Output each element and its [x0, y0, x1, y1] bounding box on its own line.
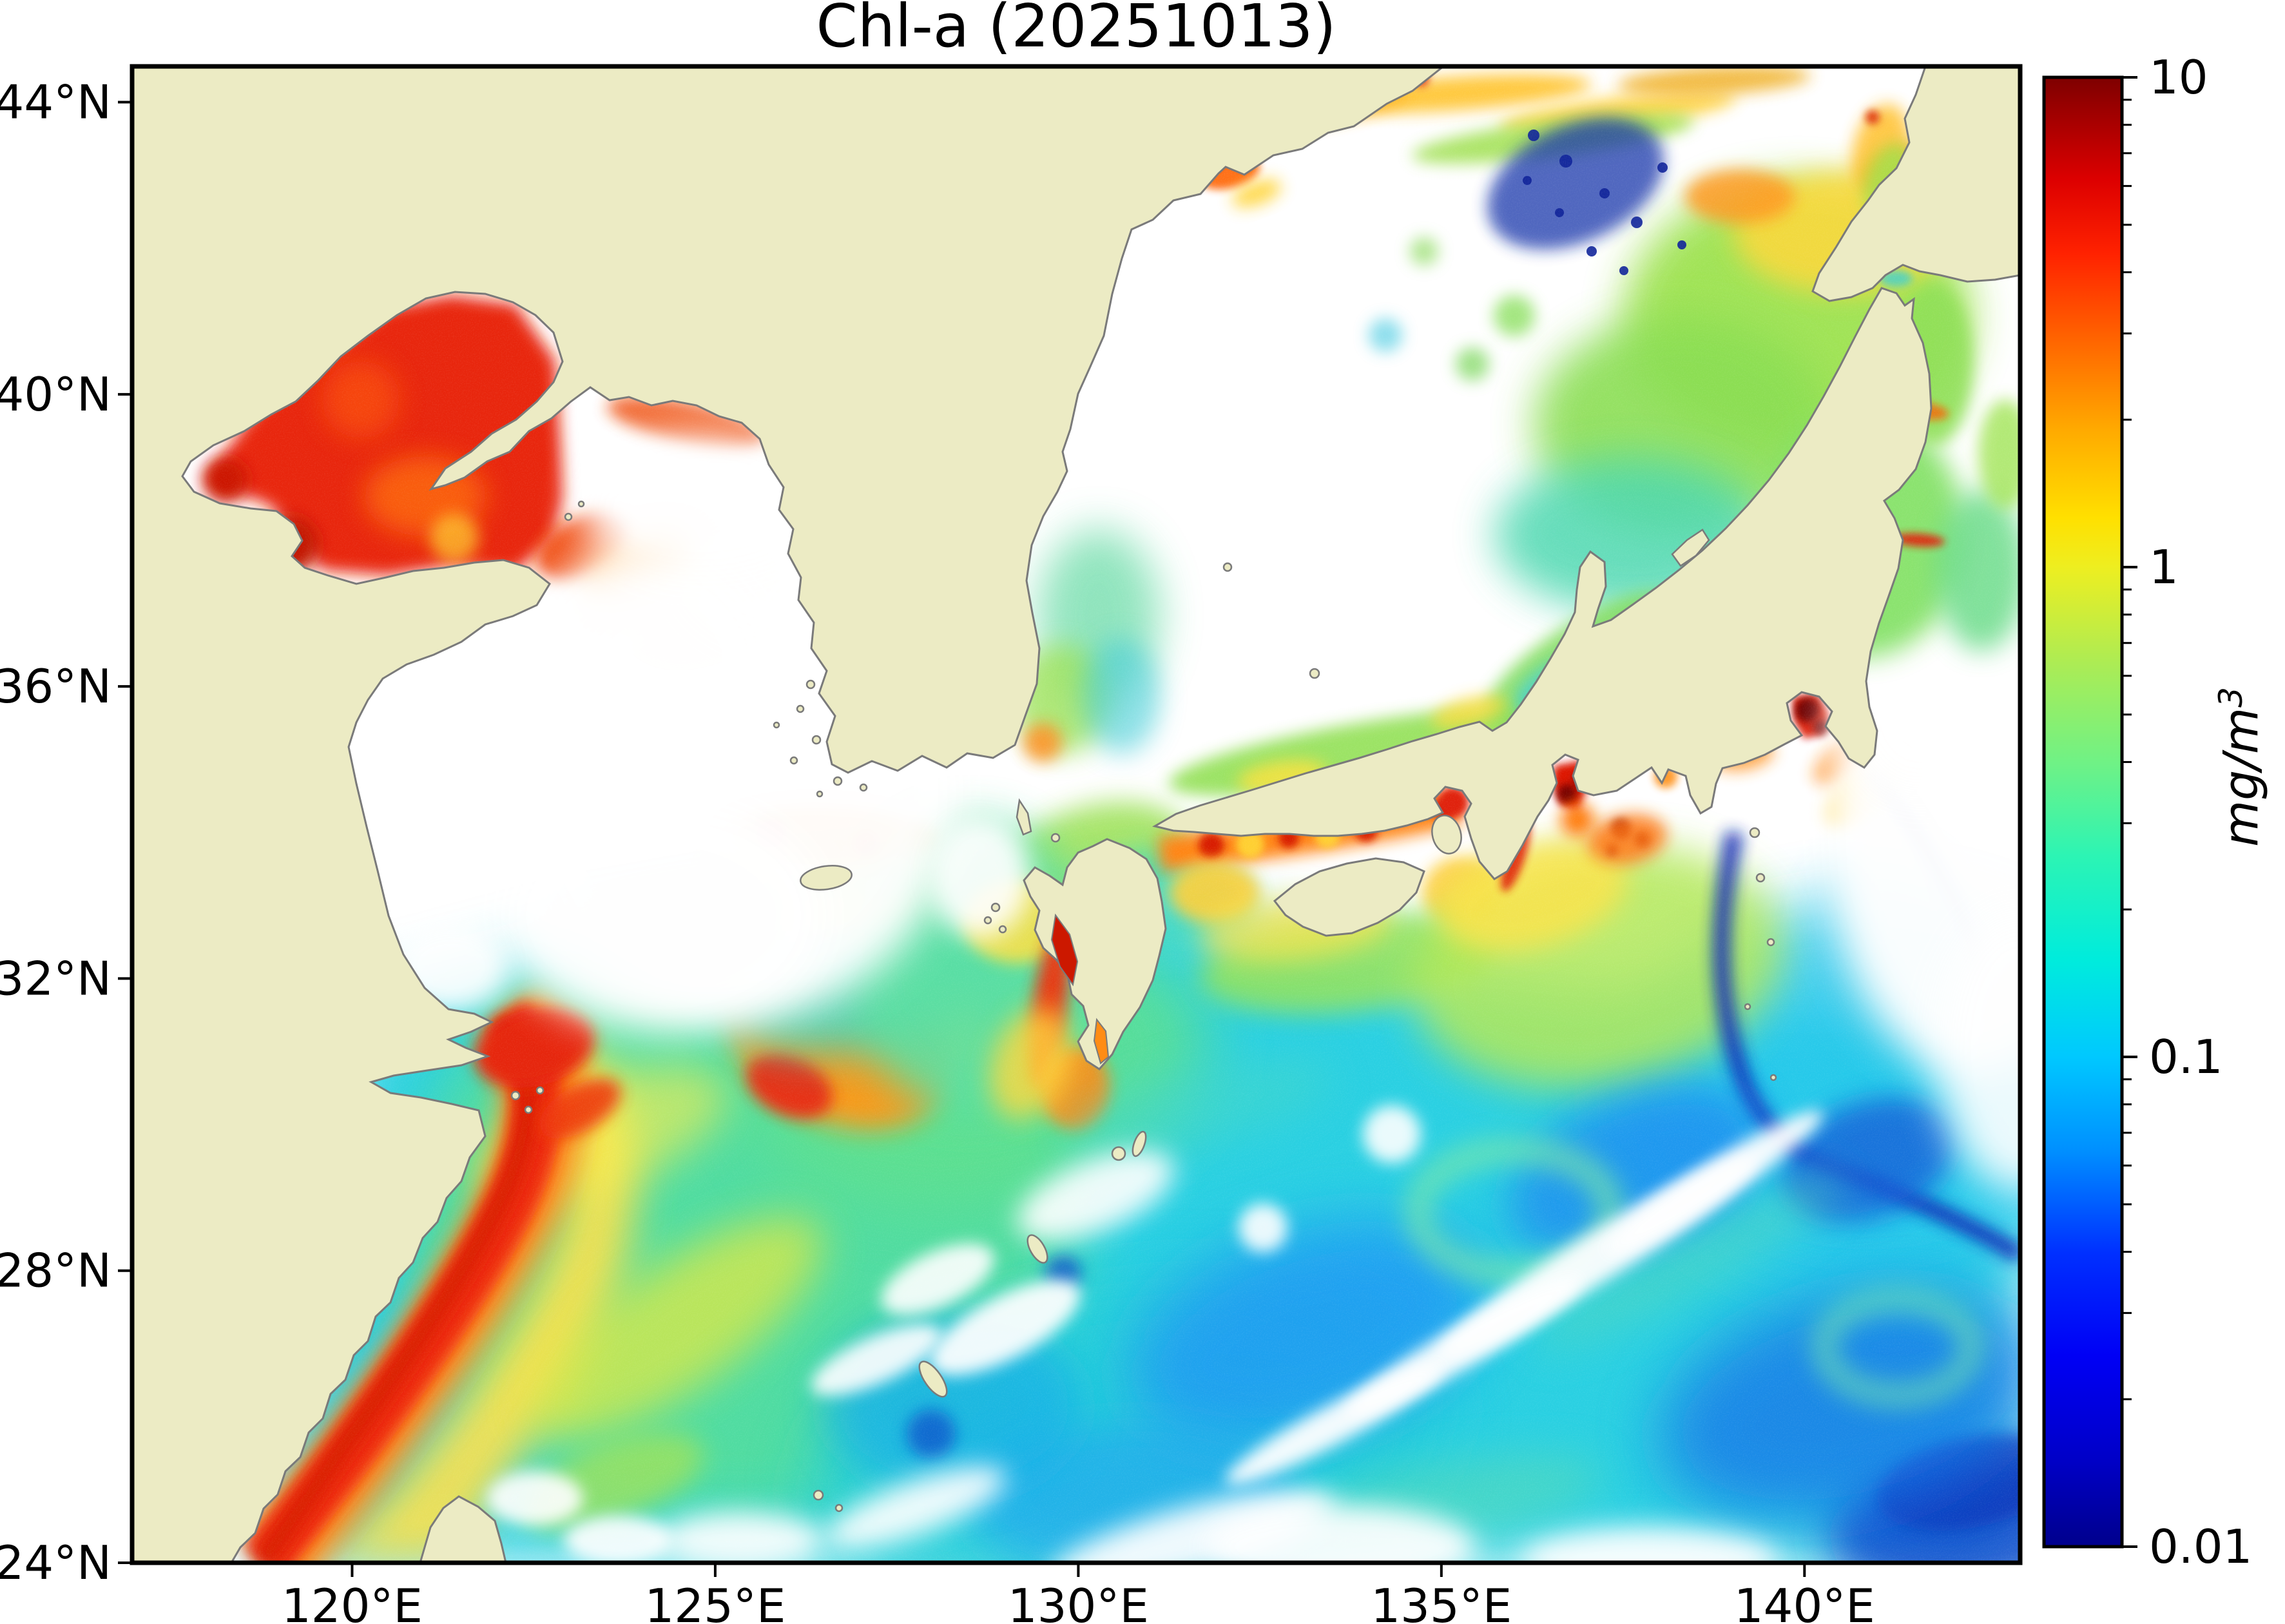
awaji-island — [1431, 815, 1462, 855]
small-islands — [510, 500, 1777, 1513]
y-tick-label: 40°N — [0, 367, 111, 421]
colorbar-tick-label: 10 — [2149, 50, 2208, 104]
plot-title: Chl-a (20251013) — [816, 0, 1336, 61]
plot-frame — [130, 64, 2023, 1565]
taiwan-north-tip — [419, 1495, 507, 1563]
colorbar-tick-label: 0.01 — [2149, 1520, 2252, 1574]
colorbar-unit-label: mg/m3 — [2212, 687, 2269, 847]
x-tick-label: 140°E — [1734, 1579, 1875, 1624]
y-tick-label: 32°N — [0, 951, 111, 1005]
jeju-island — [800, 865, 853, 891]
honshu — [1152, 287, 1933, 880]
x-tick-label: 130°E — [1008, 1579, 1149, 1624]
asia-mainland-and-korea — [132, 66, 1445, 1563]
x-axis-ticks: 120°E 125°E 130°E 135°E 140°E — [282, 1563, 1875, 1624]
y-tick-label: 24°N — [0, 1536, 111, 1590]
colorbar-frame — [2042, 75, 2124, 1549]
x-tick-label: 135°E — [1371, 1579, 1512, 1624]
map-plot-area — [132, 66, 2020, 1563]
shikoku — [1273, 857, 1425, 937]
y-tick-label: 36°N — [0, 659, 111, 713]
colorbar-tick-label: 0.1 — [2149, 1030, 2223, 1084]
x-tick-label: 120°E — [282, 1579, 423, 1624]
land-masses — [132, 66, 2020, 1563]
tsushima-island — [1016, 798, 1032, 836]
x-tick-label: 125°E — [644, 1579, 786, 1624]
kagoshima-bay-bloom — [1093, 1018, 1110, 1065]
ariake-sea-bloom — [1050, 913, 1079, 987]
y-tick-label: 28°N — [0, 1244, 111, 1298]
colorbar-tick-label: 1 — [2149, 540, 2179, 594]
y-axis-ticks: 24°N 28°N 32°N 36°N 40°N 44°N — [0, 75, 132, 1590]
colorbar-ticks: 0.01 0.1 1 10 — [2122, 50, 2252, 1574]
y-tick-label: 44°N — [0, 75, 111, 130]
colorbar-gradient — [2044, 77, 2122, 1547]
sado-island — [1671, 528, 1710, 567]
hokkaido — [1811, 66, 2020, 302]
colorbar: 0.01 0.1 1 10 mg/m3 — [2042, 50, 2269, 1574]
kyushu — [1023, 838, 1167, 1070]
